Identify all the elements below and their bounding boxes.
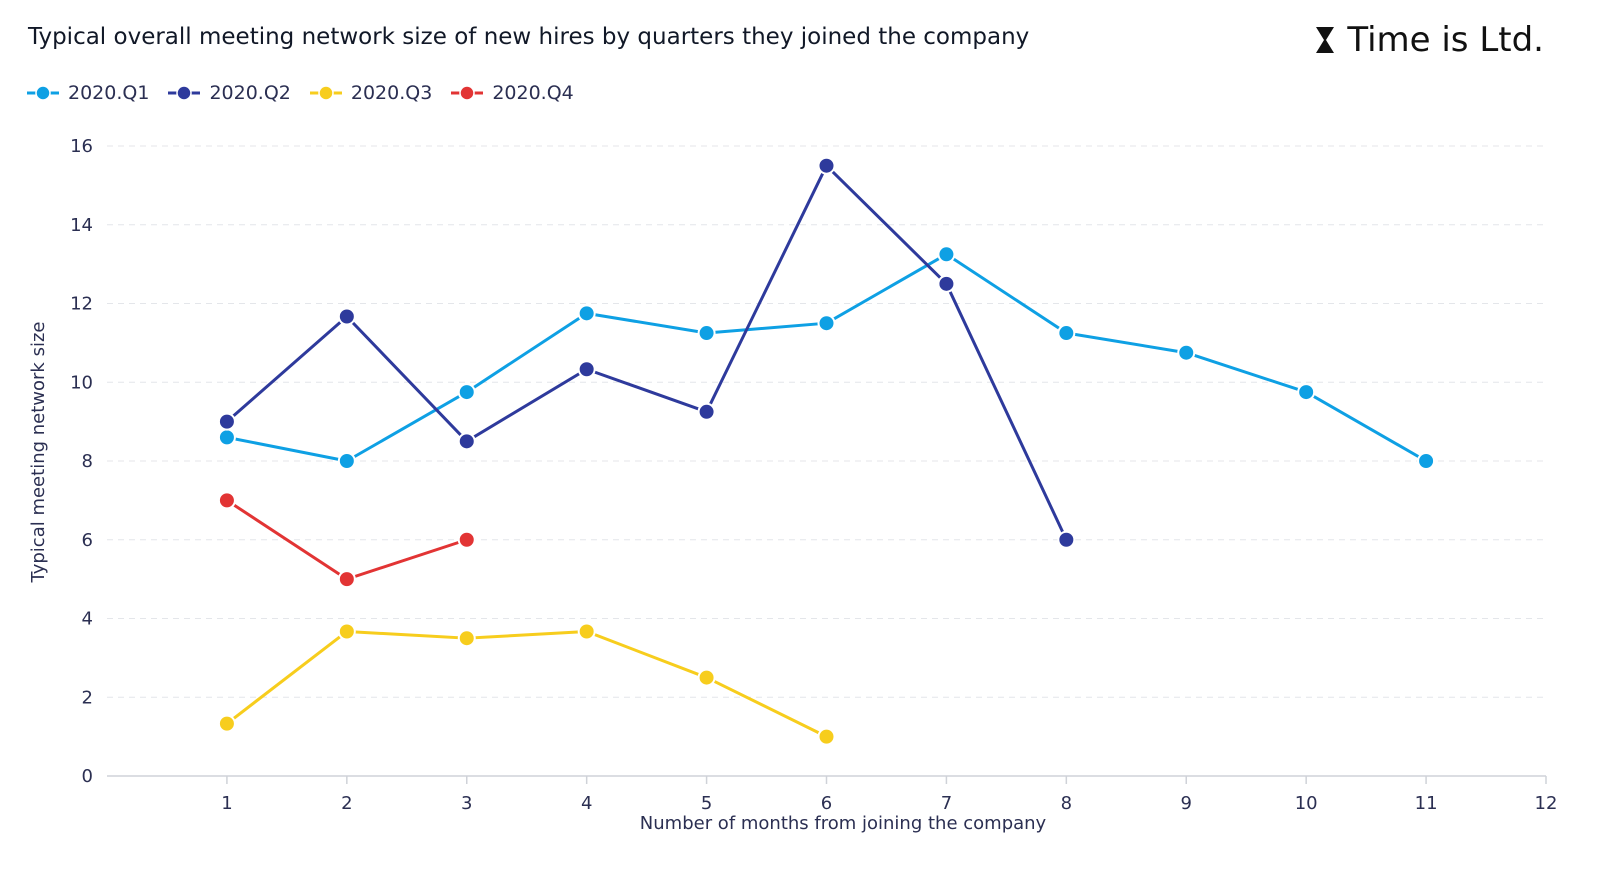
data-point[interactable] xyxy=(457,383,476,402)
legend-item-2020.Q4[interactable]: 2020.Q4 xyxy=(450,82,574,104)
series-2020.Q1 xyxy=(217,245,1436,470)
series-2020.Q2 xyxy=(217,156,1076,549)
x-tick-label: 6 xyxy=(821,793,832,814)
y-tick-label: 12 xyxy=(70,294,93,315)
chart-title: Typical overall meeting network size of … xyxy=(28,24,1030,50)
legend-marker-icon xyxy=(27,85,59,101)
data-point[interactable] xyxy=(1057,530,1076,549)
hourglass-icon xyxy=(1316,27,1335,53)
company-logo: Time is Ltd. xyxy=(1315,20,1544,60)
logo-text: Time is Ltd. xyxy=(1347,20,1544,60)
x-axis-title: Number of months from joining the compan… xyxy=(640,813,1047,834)
x-tick-label: 9 xyxy=(1181,793,1192,814)
x-tick-label: 10 xyxy=(1295,793,1318,814)
legend-item-2020.Q1[interactable]: 2020.Q1 xyxy=(26,82,149,104)
data-point[interactable] xyxy=(217,428,236,447)
data-point[interactable] xyxy=(937,274,956,293)
legend-label: 2020.Q2 xyxy=(209,82,291,104)
data-point[interactable] xyxy=(937,245,956,264)
data-point[interactable] xyxy=(337,307,356,326)
chart-legend: 2020.Q1 2020.Q2 2020.Q3 2020.Q4 xyxy=(26,82,592,104)
data-point[interactable] xyxy=(217,412,236,431)
data-point[interactable] xyxy=(817,156,836,175)
data-point[interactable] xyxy=(457,432,476,451)
data-point[interactable] xyxy=(697,402,716,421)
data-point[interactable] xyxy=(577,304,596,323)
series-line xyxy=(225,164,1068,542)
grid-lines xyxy=(107,145,1546,698)
legend-label: 2020.Q4 xyxy=(492,82,574,104)
series-line xyxy=(225,629,828,739)
legend-marker-icon xyxy=(309,85,342,101)
data-point[interactable] xyxy=(1417,452,1436,470)
series-group xyxy=(217,156,1436,746)
x-tick-label: 1 xyxy=(221,793,232,814)
y-tick-label: 16 xyxy=(70,136,93,157)
data-point[interactable] xyxy=(817,727,836,746)
y-tick-label: 6 xyxy=(82,530,93,551)
legend-item-2020.Q3[interactable]: 2020.Q3 xyxy=(309,82,432,104)
legend-label: 2020.Q3 xyxy=(350,82,433,104)
legend-marker-icon xyxy=(451,85,484,101)
legend-marker-icon xyxy=(168,85,201,101)
legend-label: 2020.Q1 xyxy=(68,82,150,104)
data-point[interactable] xyxy=(457,530,476,549)
data-point[interactable] xyxy=(817,314,836,333)
data-point[interactable] xyxy=(337,570,356,589)
x-tick-label: 7 xyxy=(941,793,952,814)
x-tick-label: 3 xyxy=(461,793,472,814)
y-axis-title: Typical meeting network size xyxy=(28,322,49,584)
legend-item-2020.Q2[interactable]: 2020.Q2 xyxy=(167,82,291,104)
data-point[interactable] xyxy=(1177,343,1196,362)
data-point[interactable] xyxy=(1297,383,1316,402)
x-tick-label: 4 xyxy=(581,793,592,814)
y-tick-label: 0 xyxy=(82,766,93,787)
data-point[interactable] xyxy=(577,360,596,379)
data-point[interactable] xyxy=(337,452,356,470)
y-tick-label: 2 xyxy=(82,687,93,708)
x-tick-label: 12 xyxy=(1535,793,1558,814)
x-tick-label: 5 xyxy=(701,793,712,814)
x-tick-label: 8 xyxy=(1061,793,1072,814)
data-point[interactable] xyxy=(337,622,356,641)
y-tick-label: 10 xyxy=(70,372,93,393)
series-2020.Q3 xyxy=(217,622,836,746)
data-point[interactable] xyxy=(577,622,596,641)
series-line xyxy=(225,252,1428,463)
y-tick-label: 4 xyxy=(82,609,93,630)
y-tick-label: 14 xyxy=(70,215,93,236)
data-point[interactable] xyxy=(697,324,716,343)
data-point[interactable] xyxy=(217,714,236,733)
x-tick-label: 11 xyxy=(1415,793,1438,814)
series-2020.Q4 xyxy=(217,491,476,589)
x-tick-label: 2 xyxy=(341,793,352,814)
data-point[interactable] xyxy=(217,491,236,510)
y-tick-label: 8 xyxy=(82,451,93,472)
data-point[interactable] xyxy=(457,629,476,648)
data-point[interactable] xyxy=(697,668,716,687)
data-point[interactable] xyxy=(1057,324,1076,343)
